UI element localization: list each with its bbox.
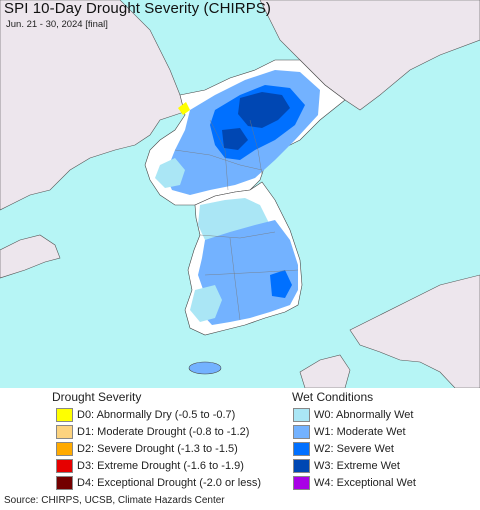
legend-swatch-d3 xyxy=(56,459,73,473)
legend-swatch-w3 xyxy=(293,459,310,473)
wet-w0-north xyxy=(155,158,185,188)
map-title: SPI 10-Day Drought Severity (CHIRPS) xyxy=(4,0,272,17)
legend-item-w0: W0: Abnormally Wet xyxy=(293,407,413,423)
legend-label-w0: W0: Abnormally Wet xyxy=(314,409,414,421)
legend-swatch-w2 xyxy=(293,442,310,456)
source-credit: Source: CHIRPS, UCSB, Climate Hazards Ce… xyxy=(4,495,225,506)
wet-conditions-heading: Wet Conditions xyxy=(292,390,374,404)
legend-item-d3: D3: Extreme Drought (-1.6 to -1.9) xyxy=(56,458,244,474)
legend-item-w1: W1: Moderate Wet xyxy=(293,424,406,440)
legend-label-w1: W1: Moderate Wet xyxy=(314,426,406,438)
map-area: SPI 10-Day Drought Severity (CHIRPS) Jun… xyxy=(0,0,480,388)
dry-d0-spot xyxy=(178,102,190,115)
legend-item-d1: D1: Moderate Drought (-0.8 to -1.2) xyxy=(56,424,249,440)
legend-item-d4: D4: Exceptional Drought (-2.0 or less) xyxy=(56,475,261,491)
legend-item-w4: W4: Exceptional Wet xyxy=(293,475,416,491)
legend-label-d4: D4: Exceptional Drought (-2.0 or less) xyxy=(77,477,262,489)
jeju-island xyxy=(188,361,222,375)
japan-land xyxy=(349,274,480,388)
legend-label-d2: D2: Severe Drought (-1.3 to -1.5) xyxy=(77,443,238,455)
legend-swatch-d4 xyxy=(56,476,73,490)
legend-item-w2: W2: Severe Wet xyxy=(293,441,394,457)
legend-item-d2: D2: Severe Drought (-1.3 to -1.5) xyxy=(56,441,238,457)
legend-item-d0: D0: Abnormally Dry (-0.5 to -0.7) xyxy=(56,407,235,423)
wet-w2-south xyxy=(270,270,292,298)
legend-label-w4: W4: Exceptional Wet xyxy=(314,477,416,489)
legend-label-d3: D3: Extreme Drought (-1.6 to -1.9) xyxy=(77,460,244,472)
drought-severity-heading: Drought Severity xyxy=(52,390,142,404)
province-boundaries xyxy=(174,119,299,321)
legend-swatch-d0 xyxy=(56,408,73,422)
wet-w1-south xyxy=(198,220,298,325)
legend-swatch-d1 xyxy=(56,425,73,439)
legend-swatch-w4 xyxy=(293,476,310,490)
legend-label-w2: W2: Severe Wet xyxy=(314,443,394,455)
legend-swatch-w0 xyxy=(293,408,310,422)
legend-item-w3: W3: Extreme Wet xyxy=(293,458,400,474)
china-land xyxy=(0,0,191,211)
shandong-land xyxy=(0,234,61,279)
legend-swatch-d2 xyxy=(56,442,73,456)
legend-label-w3: W3: Extreme Wet xyxy=(314,460,400,472)
legend-label-d0: D0: Abnormally Dry (-0.5 to -0.7) xyxy=(77,409,236,421)
wet-w0-southwest xyxy=(190,285,222,322)
legend-label-d1: D1: Moderate Drought (-0.8 to -1.2) xyxy=(77,426,250,438)
legend-swatch-w1 xyxy=(293,425,310,439)
kyushu-land xyxy=(299,354,351,388)
wet-w3-north xyxy=(238,92,290,128)
wet-w3-north-2 xyxy=(222,128,248,150)
drought-map xyxy=(0,0,480,388)
legend: Drought Severity Wet Conditions D0: Abno… xyxy=(0,388,480,492)
map-subtitle: Jun. 21 - 30, 2024 [final] xyxy=(6,19,108,30)
russia-land xyxy=(259,0,480,111)
